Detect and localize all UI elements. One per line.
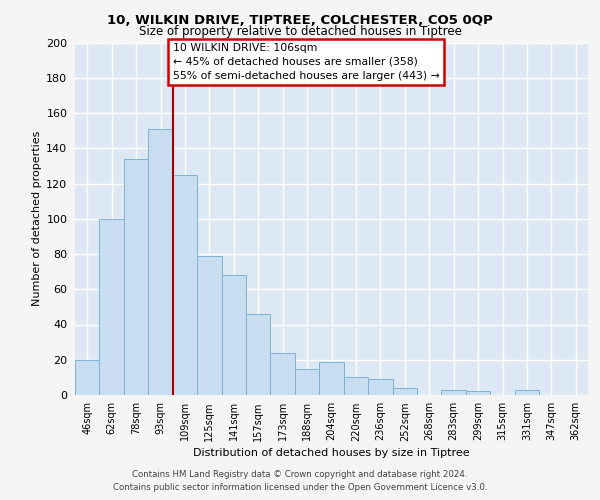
Text: 10, WILKIN DRIVE, TIPTREE, COLCHESTER, CO5 0QP: 10, WILKIN DRIVE, TIPTREE, COLCHESTER, C…: [107, 14, 493, 27]
Bar: [368, 379, 392, 395]
Bar: [271, 352, 295, 395]
Bar: [100, 219, 124, 395]
Bar: [148, 129, 173, 395]
Bar: [246, 314, 271, 395]
X-axis label: Distribution of detached houses by size in Tiptree: Distribution of detached houses by size …: [193, 448, 470, 458]
Bar: [442, 390, 466, 395]
Y-axis label: Number of detached properties: Number of detached properties: [32, 131, 42, 306]
Bar: [221, 275, 246, 395]
Bar: [295, 368, 319, 395]
Bar: [319, 362, 344, 395]
Text: Size of property relative to detached houses in Tiptree: Size of property relative to detached ho…: [139, 25, 461, 38]
Bar: [466, 392, 490, 395]
Bar: [173, 174, 197, 395]
Text: Contains HM Land Registry data © Crown copyright and database right 2024.
Contai: Contains HM Land Registry data © Crown c…: [113, 470, 487, 492]
Bar: [124, 159, 148, 395]
Bar: [392, 388, 417, 395]
Bar: [75, 360, 100, 395]
Text: 10 WILKIN DRIVE: 106sqm
← 45% of detached houses are smaller (358)
55% of semi-d: 10 WILKIN DRIVE: 106sqm ← 45% of detache…: [173, 43, 439, 81]
Bar: [197, 256, 221, 395]
Bar: [515, 390, 539, 395]
Bar: [344, 378, 368, 395]
